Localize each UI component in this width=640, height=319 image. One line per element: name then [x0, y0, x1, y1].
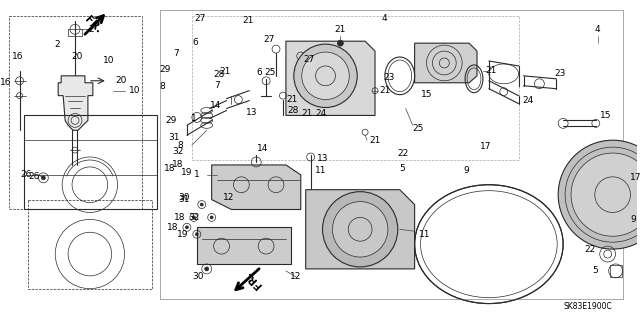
Text: 2: 2	[55, 40, 60, 49]
Polygon shape	[415, 43, 477, 83]
Text: 21: 21	[220, 67, 231, 76]
Text: 16: 16	[0, 78, 12, 87]
Bar	[610, 265, 621, 277]
Polygon shape	[197, 227, 291, 264]
Text: 10: 10	[129, 86, 140, 95]
Circle shape	[205, 267, 209, 271]
Text: 24: 24	[315, 109, 326, 118]
Text: 18: 18	[164, 165, 175, 174]
Text: 18: 18	[174, 213, 186, 222]
Text: 12: 12	[290, 272, 301, 281]
Text: 17: 17	[630, 173, 640, 182]
Text: 16: 16	[12, 52, 24, 61]
Text: 21: 21	[485, 66, 497, 75]
Polygon shape	[212, 165, 301, 210]
Text: 8: 8	[177, 141, 183, 150]
Text: 25: 25	[264, 68, 276, 77]
Text: 30: 30	[179, 193, 190, 202]
Text: 23: 23	[554, 69, 566, 78]
Text: 14: 14	[257, 144, 269, 152]
Text: FR.: FR.	[83, 14, 103, 35]
Text: 27: 27	[303, 55, 314, 63]
Polygon shape	[286, 41, 375, 115]
Text: 1: 1	[194, 170, 200, 179]
Text: 9: 9	[630, 215, 636, 224]
Circle shape	[323, 192, 398, 267]
Text: 25: 25	[412, 124, 423, 133]
Text: 10: 10	[102, 56, 114, 64]
Polygon shape	[58, 76, 93, 130]
Text: 11: 11	[419, 230, 430, 239]
Circle shape	[337, 40, 343, 46]
Text: 22: 22	[584, 245, 596, 254]
Text: 26: 26	[28, 172, 40, 182]
Text: 28: 28	[214, 70, 225, 79]
Text: 28: 28	[287, 106, 298, 115]
Text: 31: 31	[168, 133, 179, 142]
Text: 1: 1	[191, 114, 196, 123]
Text: 27: 27	[195, 14, 206, 24]
Text: 20: 20	[71, 52, 83, 61]
Ellipse shape	[415, 185, 563, 304]
Circle shape	[294, 44, 357, 108]
Circle shape	[195, 233, 198, 236]
Text: 21: 21	[301, 109, 312, 118]
Text: 8: 8	[159, 82, 165, 91]
Circle shape	[210, 216, 213, 219]
Text: 32: 32	[172, 147, 184, 156]
Text: 20: 20	[115, 76, 126, 85]
Circle shape	[301, 52, 349, 100]
Text: 6: 6	[192, 38, 198, 47]
Text: 11: 11	[315, 166, 326, 175]
Circle shape	[200, 203, 204, 206]
Text: 21: 21	[242, 16, 253, 25]
Text: 29: 29	[159, 65, 171, 74]
Text: 15: 15	[600, 111, 611, 120]
Text: SK83E1900C: SK83E1900C	[563, 302, 612, 311]
Text: 12: 12	[223, 193, 234, 202]
Text: 15: 15	[421, 90, 433, 99]
Text: 32: 32	[188, 213, 200, 222]
Circle shape	[186, 226, 188, 229]
Text: 21: 21	[286, 95, 298, 104]
Bar	[29, 200, 152, 289]
Polygon shape	[306, 190, 415, 269]
Text: 21: 21	[380, 86, 390, 95]
Text: 13: 13	[246, 108, 258, 117]
Text: 19: 19	[177, 230, 189, 239]
Circle shape	[332, 202, 388, 257]
Text: 14: 14	[211, 101, 221, 110]
Text: 21: 21	[369, 136, 381, 145]
Text: FR.: FR.	[243, 268, 264, 289]
Text: 7: 7	[214, 81, 220, 90]
Text: 5: 5	[592, 266, 598, 275]
Text: 5: 5	[399, 165, 404, 174]
Text: 7: 7	[173, 49, 179, 58]
Text: 18: 18	[172, 160, 184, 169]
Text: 18: 18	[167, 223, 179, 232]
Text: 29: 29	[166, 116, 177, 125]
Text: 19: 19	[180, 167, 192, 177]
Text: 21: 21	[335, 25, 346, 34]
Text: 22: 22	[397, 149, 408, 158]
Circle shape	[571, 153, 640, 236]
Text: 17: 17	[479, 142, 491, 152]
Text: 23: 23	[383, 73, 395, 82]
Text: 4: 4	[595, 25, 600, 34]
Text: 4: 4	[381, 14, 387, 24]
Circle shape	[558, 140, 640, 249]
Text: 31: 31	[179, 195, 190, 204]
Text: 24: 24	[523, 96, 534, 105]
Circle shape	[42, 176, 45, 180]
Text: 30: 30	[192, 272, 204, 281]
Text: 6: 6	[256, 68, 262, 78]
Text: 27: 27	[264, 35, 275, 44]
Text: 26: 26	[20, 170, 31, 179]
Text: 9: 9	[463, 166, 469, 175]
Circle shape	[193, 216, 195, 219]
Text: 13: 13	[317, 153, 328, 162]
Text: 2: 2	[88, 25, 93, 34]
